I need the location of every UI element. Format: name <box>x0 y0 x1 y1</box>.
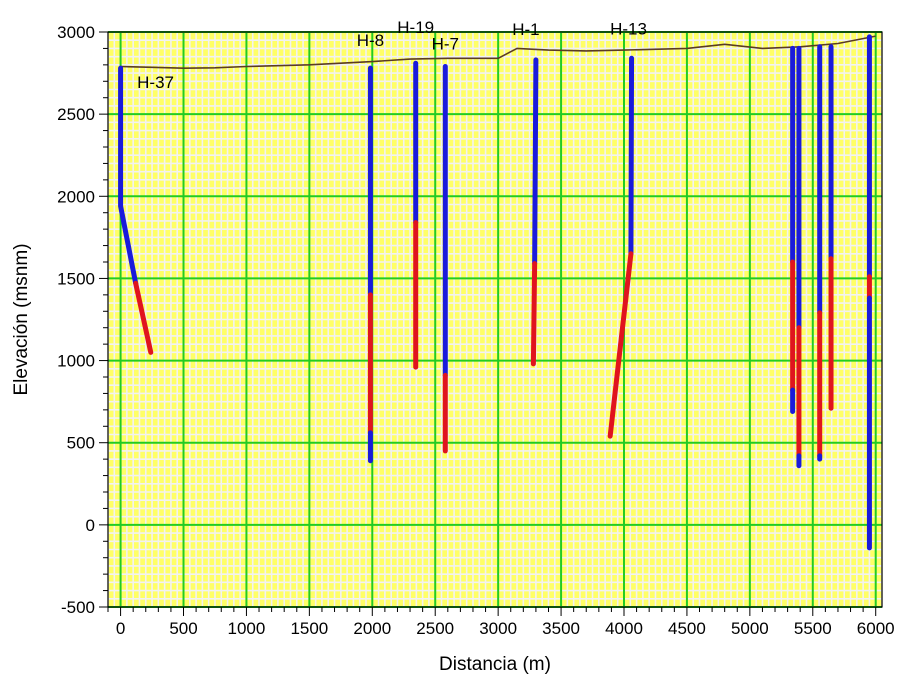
well-label-h-37: H-37 <box>137 73 174 92</box>
x-tick-label: 5000 <box>731 619 769 638</box>
x-tick-label: 6000 <box>857 619 895 638</box>
well-label-h-1: H-1 <box>512 20 539 39</box>
x-tick-label: 500 <box>169 619 197 638</box>
y-tick-label: 0 <box>86 516 95 535</box>
x-tick-label: 3500 <box>542 619 580 638</box>
well-label-h-13: H-13 <box>610 19 647 38</box>
x-axis-title: Distancia (m) <box>439 654 551 675</box>
x-tick-label: 2500 <box>416 619 454 638</box>
y-tick-label: 3000 <box>57 23 95 42</box>
x-tick-label: 3000 <box>479 619 517 638</box>
well-label-h-8: H-8 <box>357 31 384 50</box>
well-label-h-41: H-41 <box>834 0 871 1</box>
y-tick-label: 1000 <box>57 352 95 371</box>
y-tick-label: 1500 <box>57 269 95 288</box>
x-tick-label: 1000 <box>228 619 266 638</box>
y-tick-label: 500 <box>67 434 95 453</box>
well-h-1-segment <box>535 60 536 264</box>
x-tick-label: 4000 <box>605 619 643 638</box>
well-label-h-6: H-6 <box>777 0 804 1</box>
well-label-h-7: H-7 <box>432 35 459 54</box>
well-label-h-19: H-19 <box>397 18 434 37</box>
x-tick-label: 5500 <box>794 619 832 638</box>
y-axis-title: Elevación (msnm) <box>11 243 32 395</box>
x-tick-label: 2000 <box>353 619 391 638</box>
x-tick-label: 4500 <box>668 619 706 638</box>
well-h-13-segment <box>631 58 632 254</box>
y-tick-label: 2500 <box>57 105 95 124</box>
x-tick-label: 1500 <box>290 619 328 638</box>
well-h-1-segment <box>533 264 534 364</box>
y-tick-label: 2000 <box>57 187 95 206</box>
y-tick-label: -500 <box>61 598 95 617</box>
x-tick-label: 0 <box>116 619 125 638</box>
well-h-1 <box>533 60 536 364</box>
